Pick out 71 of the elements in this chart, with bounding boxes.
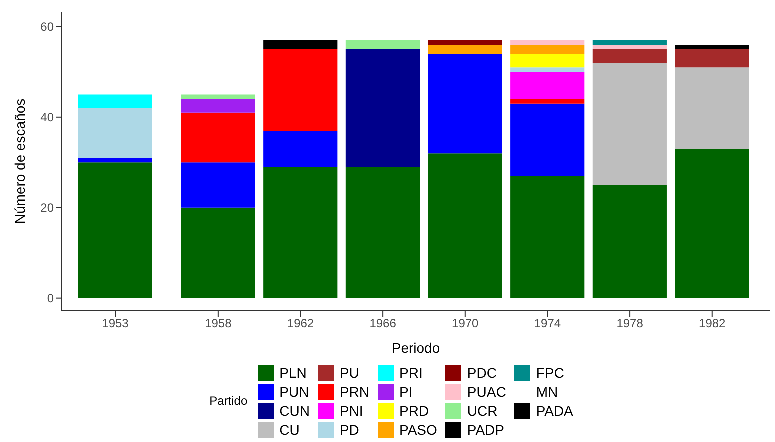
y-tick-label: 20 [40, 201, 54, 216]
x-tick-label: 1953 [102, 316, 130, 331]
bar [346, 40, 420, 50]
bar [181, 162, 256, 208]
legend-label: PRN [340, 384, 370, 400]
bar [264, 40, 338, 50]
bar [264, 167, 338, 298]
x-tick-label: 1982 [699, 316, 726, 331]
bar [675, 45, 750, 50]
legend-label: PNI [340, 402, 364, 418]
bar [675, 149, 750, 298]
bar [181, 94, 256, 100]
y-axis-title: Número de escaños [12, 98, 28, 224]
bar [264, 130, 338, 168]
legend-label: CUN [280, 402, 310, 418]
y-tick-label: 60 [40, 20, 54, 34]
legend-label: PUAC [467, 384, 506, 400]
legend-label: PRD [400, 402, 430, 418]
bar [510, 45, 585, 54]
bar [78, 158, 152, 163]
bar [592, 50, 667, 64]
y-tick-label: 0 [47, 292, 54, 306]
bar [181, 99, 256, 113]
bar [428, 40, 502, 46]
bar [428, 54, 502, 154]
legend-label: PASO [400, 422, 438, 438]
bar [510, 68, 585, 72]
bar [78, 162, 152, 298]
x-tick-label: 1962 [287, 316, 314, 331]
x-tick-label: 1974 [534, 316, 562, 331]
legend-label: PI [400, 384, 413, 400]
x-tick-label: 1958 [205, 316, 232, 331]
bar [264, 50, 338, 131]
legend-label: PU [340, 364, 360, 380]
bar [181, 112, 256, 163]
bar [592, 63, 667, 186]
legend-label: PUN [280, 384, 310, 400]
bar [346, 167, 420, 298]
legend-label: PDC [467, 364, 497, 380]
legend-label: PADP [467, 422, 504, 438]
bar [78, 94, 152, 108]
legend-label: FPC [536, 364, 564, 380]
x-axis-title: Periodo [392, 340, 440, 356]
bar [428, 154, 502, 298]
x-tick-label: 1978 [616, 316, 644, 331]
x-tick-label: 1966 [370, 316, 397, 331]
bar [78, 108, 152, 158]
legend-label: UCR [467, 402, 498, 418]
bar [428, 45, 502, 54]
legend-label: PADA [536, 402, 574, 418]
bar [675, 68, 750, 150]
legend-label: PRI [400, 364, 423, 380]
legend-label: PD [340, 422, 360, 438]
legend-label: PLN [280, 364, 307, 380]
bar [510, 40, 585, 46]
legend-label: CU [280, 422, 300, 438]
bar [675, 50, 750, 68]
bar [346, 50, 420, 168]
bar [510, 104, 585, 176]
bar [510, 99, 585, 104]
x-tick-label: 1970 [452, 316, 480, 331]
bar [592, 40, 667, 46]
bar [510, 176, 585, 298]
bar [592, 185, 667, 298]
text: MN [536, 384, 558, 400]
legend-title: Partido [210, 394, 248, 408]
bar [510, 72, 585, 100]
bar [592, 45, 667, 50]
bar [181, 208, 256, 298]
bar [510, 54, 585, 68]
y-tick-label: 40 [40, 110, 54, 125]
